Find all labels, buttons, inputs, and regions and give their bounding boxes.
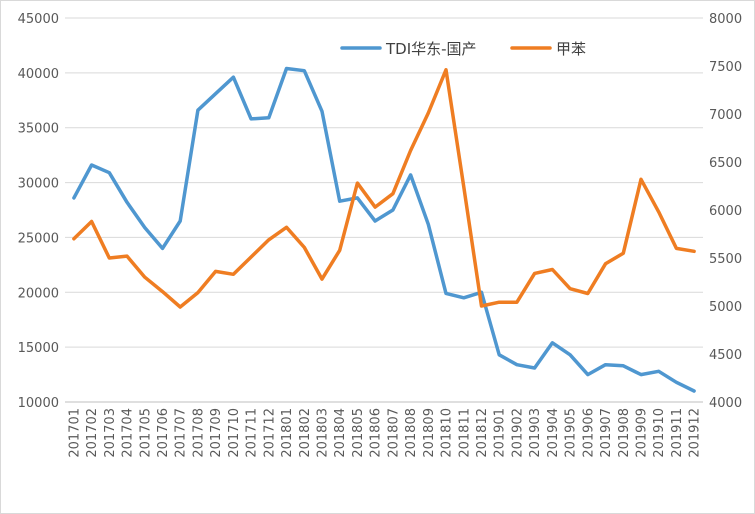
left-axis-tick-label: 40000 [18, 67, 59, 82]
x-axis-tick-label: 201901 [493, 408, 508, 458]
x-axis-tick-label: 201807 [386, 408, 401, 458]
x-axis-tick-label: 201709 [209, 408, 224, 458]
x-axis-tick-label: 201801 [280, 408, 295, 458]
left-axis-tick-label: 15000 [18, 341, 59, 356]
right-axis-tick-label: 7500 [709, 60, 742, 75]
x-axis-tick-label: 201802 [298, 408, 313, 458]
x-axis-tick-label: 201705 [138, 408, 153, 458]
x-axis-tick-label: 201903 [528, 408, 543, 458]
x-axis-tick-label: 201803 [315, 408, 330, 458]
right-axis-tick-label: 8000 [709, 12, 742, 27]
left-y-axis: 10000 15000 20000 25000 30000 35000 40000 45000 [18, 12, 59, 411]
x-axis: 201701 201702 201703 201704 201705 201706 2017… [65, 401, 703, 458]
x-axis-tick-label: 201701 [67, 408, 82, 458]
left-axis-tick-label: 10000 [18, 396, 59, 411]
right-axis-tick-label: 5500 [709, 252, 742, 267]
x-axis-tick-label: 201805 [351, 408, 366, 458]
x-axis-tick-label: 201812 [475, 408, 490, 458]
x-axis-tick-label: 201810 [440, 408, 455, 458]
x-axis-tick-label: 201711 [245, 408, 260, 458]
x-axis-tick-label: 201806 [369, 408, 384, 458]
series-line-tdi [72, 66, 696, 393]
x-axis-tick-label: 201904 [546, 408, 561, 458]
x-axis-tick-label: 201906 [581, 408, 596, 458]
x-axis-tick-label: 201707 [174, 408, 189, 458]
legend-label-tdi: TDI华东-国产 [385, 40, 477, 58]
right-axis-tick-label: 4000 [709, 396, 742, 411]
x-axis-tick-label: 201706 [156, 408, 171, 458]
right-y-axis: 4000 4500 5000 5500 6000 6500 7000 7500 8000 [709, 12, 742, 411]
x-axis-tick-label: 201704 [121, 408, 136, 458]
x-axis-tick-label: 201708 [191, 408, 206, 458]
series-line-toluene [72, 68, 696, 309]
legend: TDI华东-国产 甲苯 [340, 40, 586, 58]
x-axis-tick-label: 201712 [262, 408, 277, 458]
x-axis-tick-label: 201907 [599, 408, 614, 458]
x-axis-tick-label: 201908 [617, 408, 632, 458]
x-axis-tick-label: 201703 [103, 408, 118, 458]
x-axis-tick-label: 201804 [333, 408, 348, 458]
x-axis-tick-label: 201809 [422, 408, 437, 458]
right-axis-tick-label: 5000 [709, 300, 742, 315]
x-axis-tick-label: 201702 [85, 408, 100, 458]
left-axis-tick-label: 25000 [18, 231, 59, 246]
x-axis-tick-label: 201911 [670, 408, 685, 458]
x-axis-tick-label: 201912 [688, 408, 703, 458]
left-axis-tick-label: 30000 [18, 177, 59, 192]
left-axis-tick-label: 20000 [18, 286, 59, 301]
left-axis-tick-label: 45000 [18, 12, 59, 27]
legend-label-toluene: 甲苯 [556, 40, 586, 58]
x-axis-tick-label: 201902 [510, 408, 525, 458]
x-axis-tick-label: 201808 [404, 408, 419, 458]
right-axis-tick-label: 6500 [709, 156, 742, 171]
right-axis-tick-label: 4500 [709, 348, 742, 363]
x-axis-tick-label: 201909 [634, 408, 649, 458]
left-axis-tick-label: 35000 [18, 122, 59, 137]
x-axis-tick-label: 201910 [652, 408, 667, 458]
right-axis-tick-label: 6000 [709, 204, 742, 219]
series-lines [72, 66, 696, 393]
x-axis-tick-label: 201811 [457, 408, 472, 458]
right-axis-tick-label: 7000 [709, 108, 742, 123]
x-axis-tick-label: 201710 [227, 408, 242, 458]
x-axis-tick-label: 201905 [564, 408, 579, 458]
